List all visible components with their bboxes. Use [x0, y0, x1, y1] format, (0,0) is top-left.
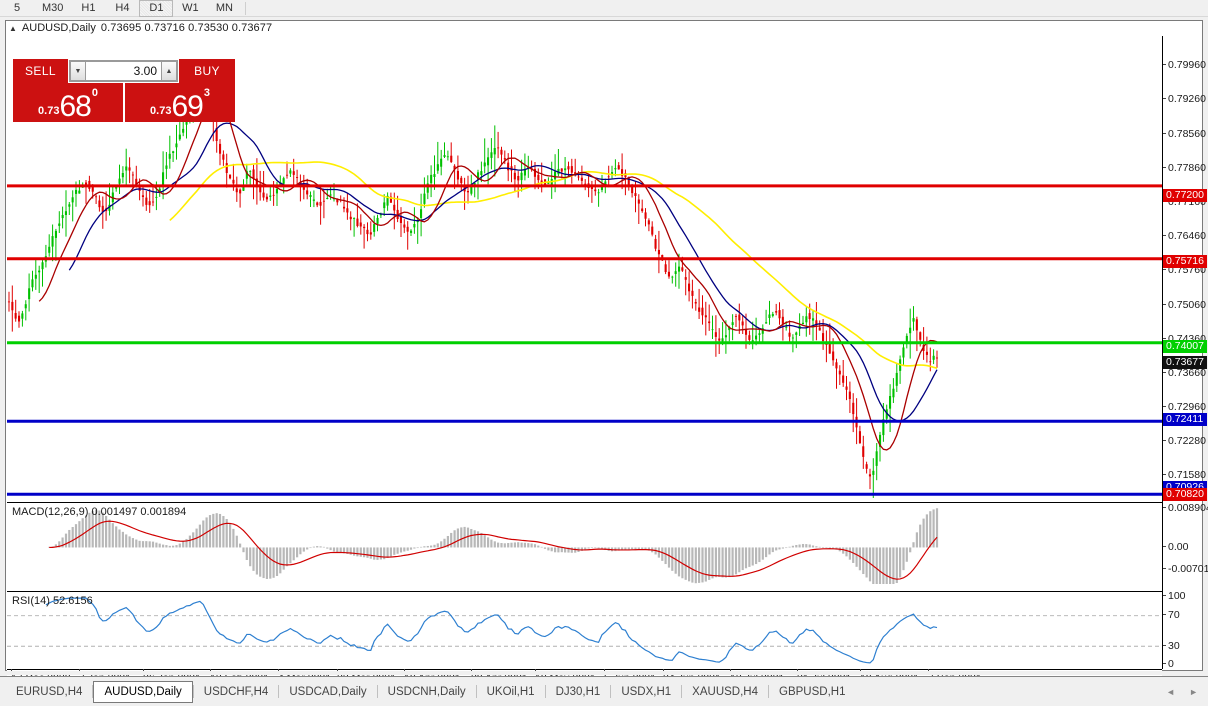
indicator-axis-tick: 30: [1163, 640, 1203, 652]
price-level-tag[interactable]: 0.77200: [1163, 189, 1207, 202]
chart-symbol-label: AUDUSD,Daily: [21, 22, 96, 34]
indicator-axis-tick: 0: [1163, 658, 1203, 670]
price-axis-tick: 0.76460: [1163, 230, 1206, 242]
window-bottom-spacer: [0, 671, 1208, 675]
sell-button[interactable]: SELL: [13, 59, 68, 83]
volume-stepper[interactable]: ▼ 3.00 ▲: [69, 60, 178, 82]
price-level-tag[interactable]: 0.73677: [1163, 356, 1207, 369]
oct-price-row: 0.73 68 0 0.73 69 3: [13, 83, 235, 122]
toolbar-divider: [245, 1, 247, 15]
buy-button[interactable]: BUY: [179, 59, 235, 83]
tab-divider: [92, 685, 94, 698]
bid-price-prefix: 0.73: [38, 105, 60, 117]
volume-decrease-icon[interactable]: ▼: [70, 61, 86, 81]
price-level-tag[interactable]: 0.72411: [1163, 413, 1207, 426]
indicator-axis-tick: -0.007013: [1163, 563, 1208, 575]
rsi-line: [45, 597, 938, 664]
price-axis-tick: 0.78560: [1163, 128, 1206, 140]
chart-tab-ukoil-h1[interactable]: UKOil,H1: [486, 685, 535, 698]
timeframe-m30[interactable]: M30: [42, 1, 64, 14]
chart-tab-audusd-daily[interactable]: AUDUSD,Daily: [93, 680, 193, 703]
price-axis-tick: 0.72280: [1163, 435, 1206, 447]
indicator-axis-tick: 0.00: [1163, 541, 1203, 553]
chart-tab-dj30-h1[interactable]: DJ30,H1: [555, 685, 601, 698]
bid-price-fraction: 0: [91, 87, 98, 99]
chart-tab-bar: EURUSD,H4 AUDUSD,Daily USDCHF,H4 USDCAD,Dai…: [0, 676, 1208, 706]
tab-divider: [376, 685, 378, 698]
price-chart-svg: [7, 62, 1162, 498]
price-level-tag[interactable]: 0.70820: [1163, 488, 1207, 501]
chart-tab-usdx-h1[interactable]: USDX,H1: [621, 685, 672, 698]
indicator-axis-tick: 0.008904: [1163, 502, 1208, 514]
indicator-axis-tick: 100: [1163, 590, 1203, 602]
timeframe-w1[interactable]: W1: [182, 1, 199, 14]
price-level-tag[interactable]: 0.74007: [1163, 340, 1207, 353]
bid-price-display[interactable]: 0.73 68 0: [13, 83, 123, 122]
ask-price-display[interactable]: 0.73 69 3: [125, 83, 235, 122]
bid-price-main: 68: [59, 90, 91, 123]
volume-input[interactable]: 3.00: [86, 61, 161, 81]
indicator-axis-tick: 70: [1163, 609, 1203, 621]
chart-tab-xauusd-h4[interactable]: XAUUSD,H4: [692, 685, 758, 698]
chart-tab-eurusd-h4[interactable]: EURUSD,H4: [16, 685, 83, 698]
chart-header: ▲ AUDUSD,Daily 0.73695 0.73716 0.73530 0…: [6, 21, 272, 35]
macd-histogram: [48, 508, 939, 584]
chart-tab-gbpusd-h1[interactable]: GBPUSD,H1: [779, 685, 846, 698]
timeframe-h1[interactable]: H1: [81, 1, 96, 14]
tab-divider: [475, 685, 477, 698]
scroll-right-icon[interactable]: ►: [1189, 686, 1198, 697]
tab-divider: [681, 685, 683, 698]
chart-tab-usdcnh-daily[interactable]: USDCNH,Daily: [387, 685, 466, 698]
oct-top-row: SELL ▼ 3.00 ▲ BUY: [13, 59, 235, 83]
price-axis-tick: 0.79960: [1163, 59, 1206, 71]
timeframe-m1[interactable]: 5: [13, 1, 21, 14]
price-axis-tick: 0.77860: [1163, 162, 1206, 174]
chart-tab-usdcad-daily[interactable]: USDCAD,Daily: [289, 685, 367, 698]
chart-tab-usdchf-h4[interactable]: USDCHF,H4: [203, 685, 269, 698]
ask-price-main: 69: [171, 90, 203, 123]
chart-ohlc-values: 0.73695 0.73716 0.73530 0.73677: [100, 22, 273, 34]
moving-average-mid-line: [38, 97, 938, 451]
price-level-tag[interactable]: 0.75716: [1163, 255, 1207, 268]
price-axis-tick: 0.79260: [1163, 93, 1206, 105]
horizontal-level-lines: [7, 184, 1162, 496]
macd-signal-line: [49, 520, 938, 580]
tab-divider: [768, 685, 769, 698]
ask-price-prefix: 0.73: [150, 105, 172, 117]
timeframe-h4[interactable]: H4: [115, 1, 130, 14]
tab-scroll-controls: ◄ ►: [1166, 687, 1208, 697]
macd-label: MACD(12,26,9) 0.001497 0.001894: [12, 506, 187, 518]
macd-svg: [48, 508, 939, 584]
collapse-caret-icon[interactable]: ▲: [9, 23, 17, 33]
price-axis-tick: 0.73660: [1163, 367, 1206, 379]
chart-window: ▲ AUDUSD,Daily 0.73695 0.73716 0.73530 0…: [5, 20, 1208, 689]
timeframe-d1[interactable]: D1: [139, 0, 174, 17]
rsi-indicator-plot[interactable]: [7, 591, 1162, 669]
timeframe-mn[interactable]: MN: [215, 1, 233, 14]
candlestick-series: [7, 62, 938, 498]
rsi-label: RSI(14) 52.6156: [12, 595, 93, 607]
tab-divider: [278, 685, 280, 698]
volume-increase-icon[interactable]: ▲: [161, 61, 177, 81]
moving-average-slow-line: [169, 161, 938, 369]
rsi-svg: [7, 597, 1162, 664]
price-axis-tick: 0.75060: [1163, 299, 1206, 311]
tab-divider: [544, 685, 546, 698]
moving-average-fast-line: [68, 122, 938, 422]
price-axis-tick: 0.72960: [1163, 401, 1206, 413]
macd-indicator-plot[interactable]: [7, 502, 1162, 584]
timeframe-toolbar: 5 M30 H1 H4 D1 W1 MN: [0, 0, 1208, 17]
tab-divider: [610, 685, 612, 698]
tab-divider: [192, 685, 194, 698]
one-click-trading-panel: SELL ▼ 3.00 ▲ BUY 0.73 68 0 0.73 69 3: [13, 59, 235, 122]
scroll-left-icon[interactable]: ◄: [1166, 686, 1176, 697]
price-axis-tick: 0.71580: [1163, 469, 1206, 481]
ask-price-fraction: 3: [203, 87, 210, 99]
